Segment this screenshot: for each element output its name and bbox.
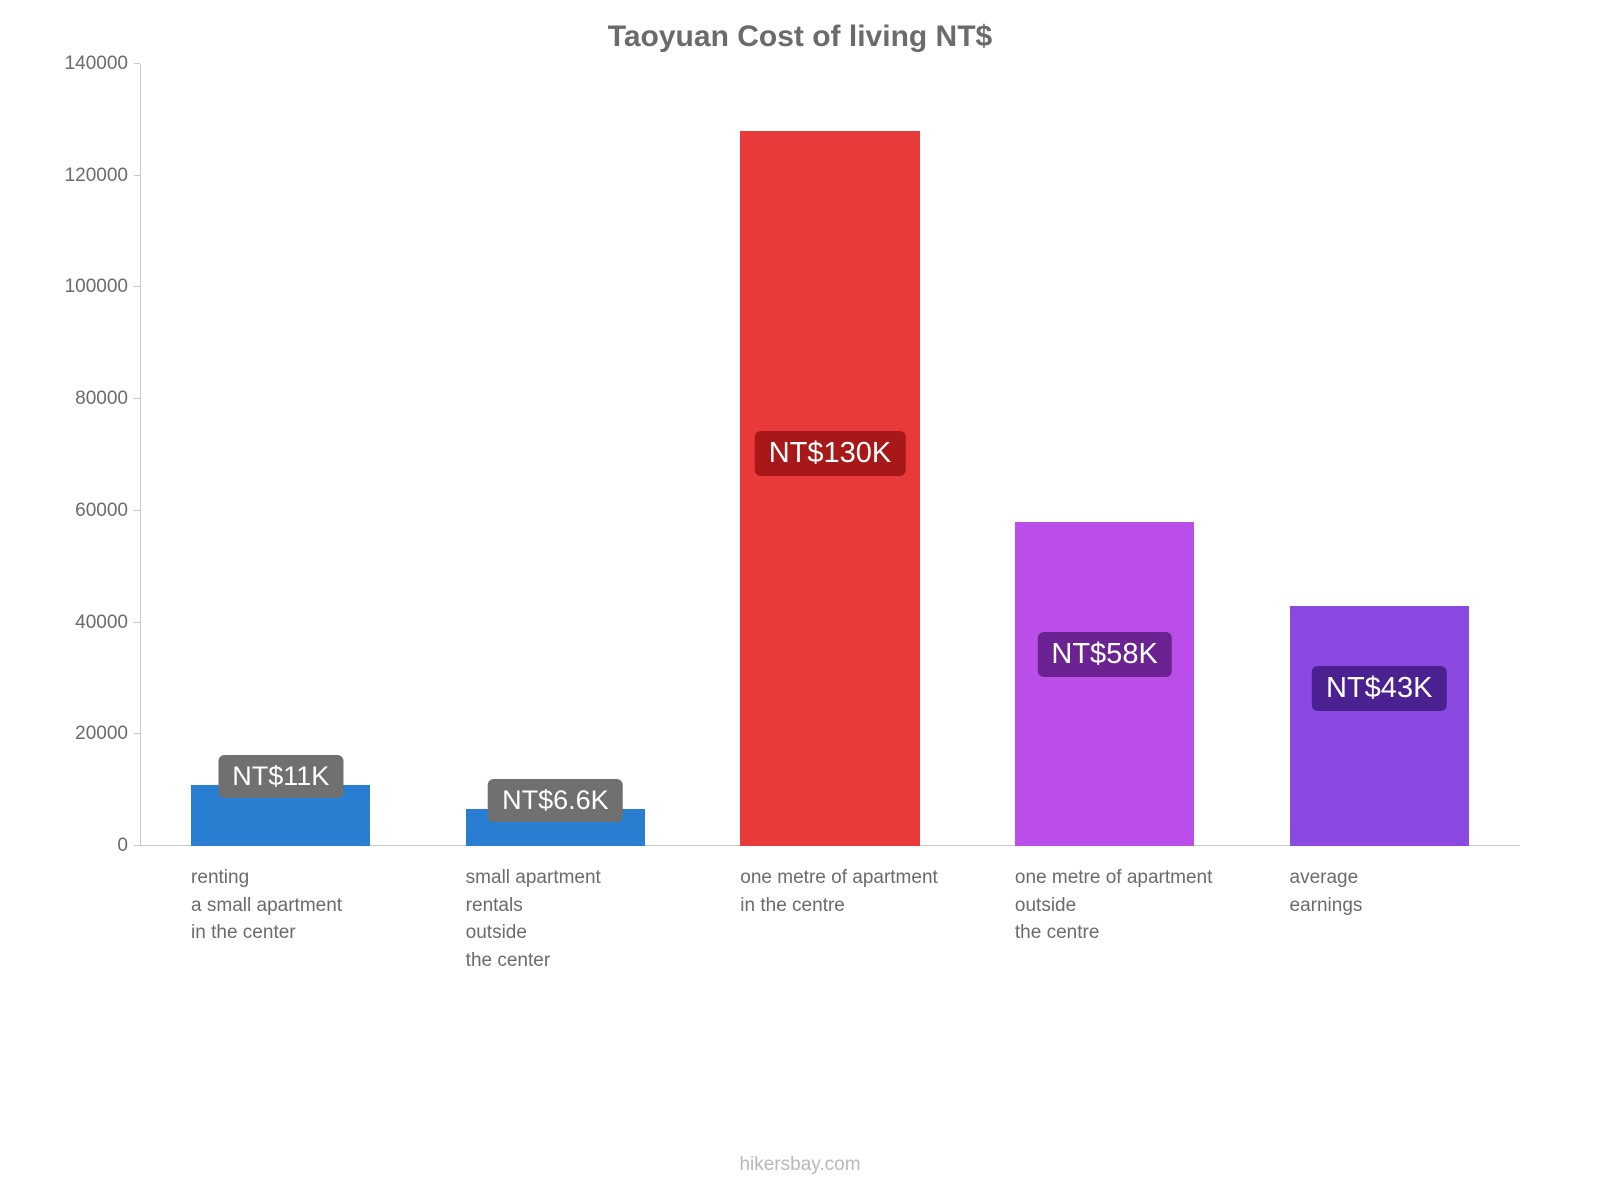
- bar: NT$43K: [1290, 606, 1469, 846]
- y-tick-mark: [134, 845, 140, 846]
- attribution: hikersbay.com: [0, 1154, 1600, 1176]
- bar-value-label: NT$43K: [1312, 666, 1446, 711]
- y-tick-label: 40000: [75, 612, 128, 634]
- bar-value-label: NT$58K: [1037, 632, 1171, 677]
- bar-value-label: NT$6.6K: [488, 779, 623, 822]
- chart-container: Taoyuan Cost of living NT$ 0200004000060…: [40, 20, 1560, 1140]
- bar-value-label: NT$130K: [755, 431, 906, 476]
- y-tick-label: 140000: [65, 53, 128, 75]
- y-tick-mark: [134, 622, 140, 623]
- y-tick-label: 120000: [65, 165, 128, 187]
- bars-layer: NT$11K NT$6.6K NT$130K NT$58K NT$43K: [140, 64, 1520, 846]
- y-tick-label: 20000: [75, 723, 128, 745]
- y-tick-label: 80000: [75, 388, 128, 410]
- bar: NT$6.6K: [466, 809, 645, 846]
- y-tick-mark: [134, 63, 140, 64]
- bar: NT$130K: [740, 131, 919, 846]
- y-tick-mark: [134, 398, 140, 399]
- y-tick-mark: [134, 175, 140, 176]
- plot-area: 020000400006000080000100000120000140000 …: [140, 64, 1520, 846]
- bar-value-label: NT$11K: [218, 755, 343, 798]
- bar: NT$11K: [191, 785, 370, 846]
- y-tick-mark: [134, 510, 140, 511]
- bar: NT$58K: [1015, 522, 1194, 846]
- x-tick-label: average earnings: [1290, 864, 1600, 919]
- y-tick-mark: [134, 733, 140, 734]
- y-tick-mark: [134, 286, 140, 287]
- chart-title: Taoyuan Cost of living NT$: [40, 20, 1560, 54]
- y-axis: 020000400006000080000100000120000140000: [40, 64, 140, 846]
- y-tick-label: 60000: [75, 500, 128, 522]
- y-tick-label: 0: [117, 835, 128, 857]
- y-tick-label: 100000: [65, 276, 128, 298]
